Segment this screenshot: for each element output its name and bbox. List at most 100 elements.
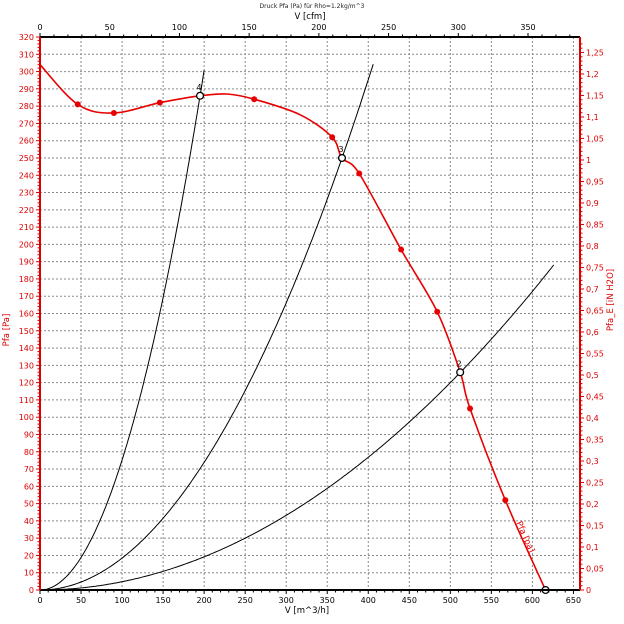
right-tick-label: 0,25: [586, 478, 604, 487]
operating-point-2: [456, 368, 465, 377]
left-tick-label: 180: [19, 275, 34, 284]
operating-point-3: [337, 153, 347, 163]
fan-curve: [39, 64, 547, 591]
right-tick-label: 0,55: [586, 349, 604, 358]
right-tick-label: 0,2: [586, 500, 599, 509]
right-axis-title: Pfa_E [iN H2O]: [606, 269, 616, 331]
data-point: [467, 405, 474, 412]
right-tick-label: 1,2: [586, 70, 599, 79]
left-tick-label: 70: [24, 465, 34, 474]
right-tick-label: 1,25: [586, 48, 604, 57]
operating-points: 4 3 2: [195, 83, 550, 595]
bottom-tick-label: 100: [114, 596, 129, 605]
left-tick-label: 280: [19, 102, 34, 111]
right-tick-label: 0,3: [586, 457, 599, 466]
top-tick-label: 50: [105, 23, 115, 32]
system-curves: [39, 64, 555, 591]
right-tick-label: 0,4: [586, 414, 599, 423]
top-tick-label: 250: [381, 23, 396, 32]
bottom-tick-label: 300: [279, 596, 294, 605]
right-tick-label: 0,65: [586, 306, 604, 315]
data-point: [74, 101, 81, 108]
right-tick-label: 1,05: [586, 134, 604, 143]
right-tick-label: 1,15: [586, 91, 604, 100]
left-tick-label: 120: [19, 379, 34, 388]
data-point: [329, 134, 336, 141]
left-tick-label: 240: [19, 171, 34, 180]
right-tick-label: 0,85: [586, 220, 604, 229]
top-tick-label: 350: [520, 23, 535, 32]
fan-curve-path: [39, 64, 547, 591]
left-tick-label: 320: [19, 33, 34, 42]
data-point: [156, 99, 163, 106]
left-tick-label: 290: [19, 85, 34, 94]
left-tick-label: 200: [19, 240, 34, 249]
data-point: [502, 497, 509, 504]
bottom-tick-label: 600: [525, 596, 540, 605]
bottom-tick-label: 650: [566, 596, 581, 605]
right-tick-label: 0,15: [586, 521, 604, 530]
left-tick-label: 160: [19, 310, 34, 319]
bottom-tick-label: 50: [76, 596, 86, 605]
system-curve-4: [39, 70, 205, 591]
data-point: [251, 96, 258, 103]
left-tick-label: 270: [19, 119, 34, 128]
right-tick-label: 0: [586, 586, 591, 595]
right-tick-label: 0,1: [586, 543, 599, 552]
left-tick-label: 190: [19, 258, 34, 267]
right-tick-label: 0,6: [586, 328, 599, 337]
bottom-tick-label: 200: [196, 596, 211, 605]
operating-point-label-3: 3: [338, 145, 343, 154]
bottom-tick-label: 250: [238, 596, 253, 605]
left-tick-label: 60: [24, 482, 34, 491]
top-tick-label: 150: [242, 23, 257, 32]
bottom-tick-label: 0: [37, 596, 42, 605]
left-tick-label: 300: [19, 68, 34, 77]
left-tick-label: 30: [24, 534, 34, 543]
right-tick-label: 0,95: [586, 177, 604, 186]
left-tick-label: 210: [19, 223, 34, 232]
chart-title: Druck Pfa (Pa) für Rho=1.2kg/m^3: [260, 3, 365, 10]
system-curve-3: [40, 64, 374, 591]
data-point: [434, 308, 441, 315]
left-tick-label: 260: [19, 137, 34, 146]
right-tick-label: 0,7: [586, 285, 599, 294]
left-tick-label: 40: [24, 517, 34, 526]
left-tick-label: 220: [19, 206, 34, 215]
left-tick-label: 20: [24, 551, 34, 560]
left-tick-label: 230: [19, 189, 34, 198]
left-tick-label: 110: [19, 396, 34, 405]
bottom-tick-label: 450: [402, 596, 417, 605]
right-tick-label: 0,9: [586, 199, 599, 208]
right-tick-label: 1,1: [586, 113, 599, 122]
right-tick-label: 0,05: [586, 564, 604, 573]
right-tick-label: 0,35: [586, 435, 604, 444]
left-tick-label: 80: [24, 448, 34, 457]
gridlines: [40, 37, 580, 590]
data-point: [110, 110, 117, 117]
left-tick-label: 150: [19, 327, 34, 336]
top-tick-label: 0: [37, 23, 42, 32]
data-point-markers: [74, 96, 509, 504]
top-tick-label: 100: [172, 23, 187, 32]
left-tick-label: 100: [19, 413, 34, 422]
top-axis-title: V [cfm]: [294, 12, 325, 22]
data-point: [398, 246, 405, 253]
right-tick-label: 0,5: [586, 371, 599, 380]
bottom-tick-label: 150: [155, 596, 170, 605]
left-tick-label: 130: [19, 361, 34, 370]
system-curve-2: [40, 264, 555, 591]
left-tick-label: 10: [24, 569, 34, 578]
right-tick-label: 1: [586, 156, 591, 165]
operating-point-label-4: 4: [196, 83, 201, 92]
left-tick-label: 170: [19, 292, 34, 301]
bottom-axis-title: V [m^3/h]: [285, 606, 329, 616]
left-tick-label: 0: [29, 586, 34, 595]
top-tick-label: 300: [451, 23, 466, 32]
data-point: [356, 170, 363, 177]
top-tick-label: 200: [311, 23, 326, 32]
left-tick-label: 140: [19, 344, 34, 353]
left-tick-label: 90: [24, 430, 34, 439]
bottom-tick-label: 500: [443, 596, 458, 605]
